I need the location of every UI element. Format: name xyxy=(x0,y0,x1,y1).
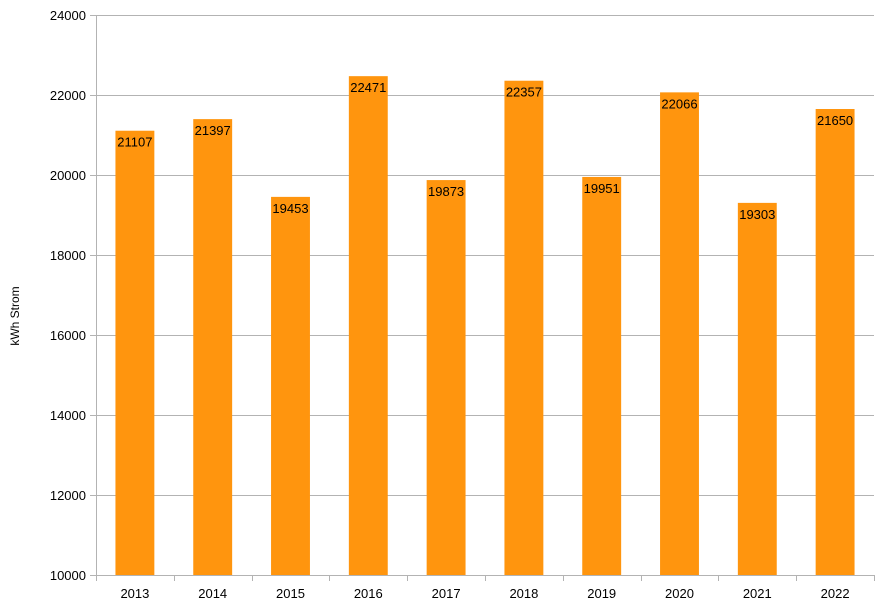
data-label: 21650 xyxy=(817,113,853,128)
data-label: 19303 xyxy=(739,207,775,222)
y-tick-label: 20000 xyxy=(50,168,86,183)
x-tick-labels: 2013 2014 2015 2016 2017 2018 2019 2020 2021 2022 xyxy=(120,586,849,601)
y-tick-labels: 10000 12000 14000 16000 18000 20000 22000 24000 xyxy=(50,8,86,583)
data-label: 19951 xyxy=(584,181,620,196)
data-label: 21107 xyxy=(117,135,152,150)
x-tick-label: 2022 xyxy=(821,586,850,601)
y-tick-label: 10000 xyxy=(50,568,86,583)
bar-2021 xyxy=(737,202,777,575)
data-label: 22066 xyxy=(661,96,697,111)
x-tick-label: 2014 xyxy=(198,586,227,601)
x-tick-label: 2018 xyxy=(509,586,538,601)
x-tick-label: 2021 xyxy=(743,586,772,601)
bar-2017 xyxy=(426,180,466,575)
x-tick-label: 2013 xyxy=(120,586,149,601)
y-axis-title: kWh Strom xyxy=(8,286,22,345)
bar-2022 xyxy=(815,109,855,575)
x-tick-label: 2015 xyxy=(276,586,305,601)
data-labels: 21107 21397 19453 22471 19873 22357 19951 22066… xyxy=(117,80,853,222)
bar-2016 xyxy=(348,76,388,575)
bar-2015 xyxy=(271,196,310,575)
data-label: 19453 xyxy=(272,201,308,216)
x-tick-label: 2016 xyxy=(354,586,383,601)
x-tick-label: 2020 xyxy=(665,586,694,601)
bar-2018 xyxy=(504,80,544,575)
y-tick-label: 14000 xyxy=(50,408,86,423)
bar-2014 xyxy=(193,119,233,576)
data-label: 21397 xyxy=(195,123,231,138)
y-tick-label: 24000 xyxy=(50,8,86,23)
data-label: 19873 xyxy=(428,184,464,199)
bar-2020 xyxy=(660,92,699,576)
x-tick-label: 2019 xyxy=(587,586,616,601)
data-label: 22471 xyxy=(350,80,386,95)
axes xyxy=(96,15,875,581)
y-tick-label: 18000 xyxy=(50,248,86,263)
bar-2013 xyxy=(115,130,155,575)
y-tick-label: 16000 xyxy=(50,328,86,343)
data-label: 22357 xyxy=(506,85,542,100)
y-tick-label: 22000 xyxy=(50,88,86,103)
x-tick-label: 2017 xyxy=(432,586,461,601)
y-tick-label: 12000 xyxy=(50,488,86,503)
bars xyxy=(115,76,855,576)
bar-2019 xyxy=(582,176,622,575)
